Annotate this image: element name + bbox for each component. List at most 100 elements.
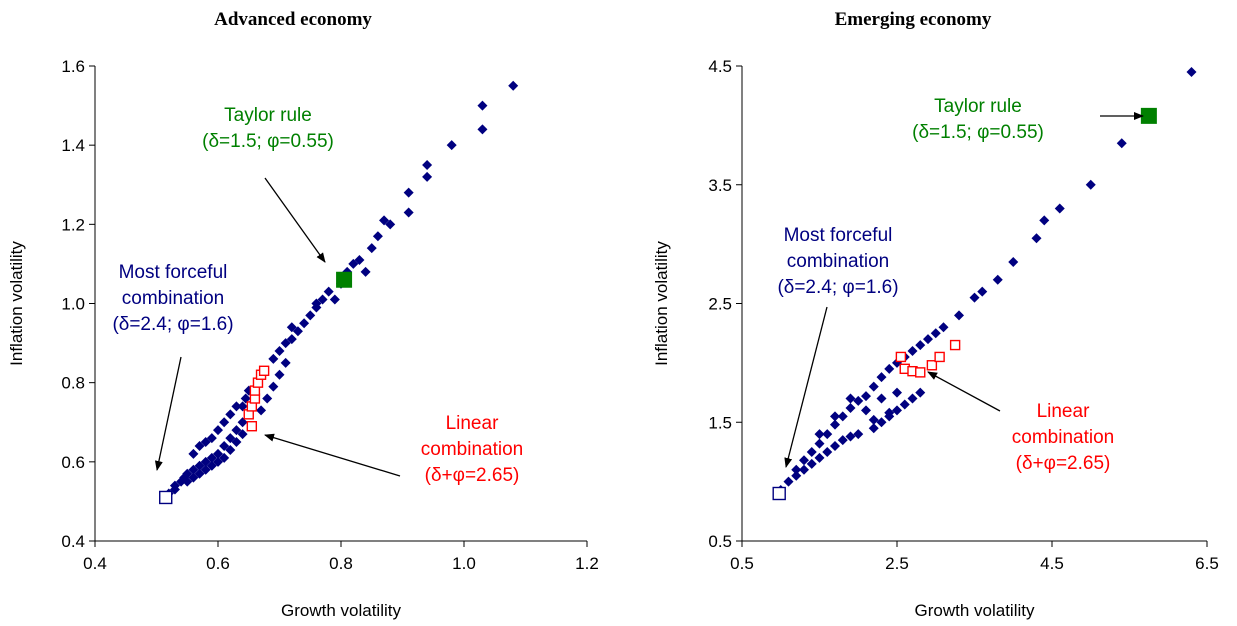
data-point xyxy=(814,429,825,440)
linear-combination-point xyxy=(915,367,926,378)
data-point xyxy=(915,387,926,398)
y-tick-label: 0.8 xyxy=(61,374,85,393)
data-point xyxy=(280,338,291,349)
data-point xyxy=(194,468,205,479)
data-point xyxy=(299,318,310,329)
data-point xyxy=(477,100,488,111)
annotation-line: (δ=1.5; φ=0.55) xyxy=(202,131,334,152)
annotation-line: (δ=2.4; φ=1.6) xyxy=(112,314,233,335)
annotation-line: Taylor rule xyxy=(934,96,1022,117)
data-point xyxy=(977,286,988,297)
annotation-label: Linear combination (δ+φ=2.65) xyxy=(421,413,523,486)
data-point xyxy=(182,468,193,479)
data-point xyxy=(188,448,199,459)
y-tick-label: 1.0 xyxy=(61,295,85,314)
data-point xyxy=(892,405,902,416)
y-tick-label: 4.5 xyxy=(708,57,732,76)
data-point xyxy=(348,258,359,269)
annotation-label: Taylor rule (δ=1.5; φ=0.55) xyxy=(202,105,334,152)
data-point xyxy=(799,455,809,466)
data-point xyxy=(1039,215,1050,226)
data-point xyxy=(200,456,211,467)
data-point xyxy=(206,433,217,444)
data-point xyxy=(892,387,902,398)
data-point xyxy=(231,401,242,412)
chart-title: Emerging economy xyxy=(835,9,992,30)
data-point xyxy=(231,425,242,436)
data-point xyxy=(915,340,926,351)
data-point xyxy=(292,326,303,337)
taylor-rule-point xyxy=(1140,107,1157,124)
data-point xyxy=(360,266,371,277)
data-point xyxy=(305,310,316,321)
x-tick-label: 1.0 xyxy=(452,554,476,573)
data-point xyxy=(1116,138,1127,149)
data-point xyxy=(323,286,334,297)
y-tick-label: 1.4 xyxy=(61,136,85,155)
data-point xyxy=(938,322,949,333)
annotation-line: (δ+φ=2.65) xyxy=(425,465,520,486)
linear-combination-point xyxy=(246,421,258,432)
data-point xyxy=(274,369,285,380)
data-point xyxy=(899,399,910,410)
data-point xyxy=(237,417,248,428)
data-point xyxy=(822,446,833,457)
x-tick-label: 6.5 xyxy=(1195,554,1219,573)
data-point xyxy=(262,393,273,404)
data-point xyxy=(194,460,205,471)
data-point xyxy=(188,472,199,483)
annotation-label: Taylor rule (δ=1.5; φ=0.55) xyxy=(912,96,1044,143)
data-point xyxy=(853,429,864,440)
data-point xyxy=(830,441,840,451)
data-point xyxy=(213,425,223,436)
data-point xyxy=(1054,203,1065,214)
data-point xyxy=(508,80,519,91)
annotation-line: Most forceful xyxy=(119,262,228,283)
data-point xyxy=(225,409,236,420)
annotation-line: Most forceful xyxy=(784,225,893,246)
annotation-line: (δ=1.5; φ=0.55) xyxy=(912,122,1044,143)
data-point xyxy=(268,381,279,392)
data-point xyxy=(219,441,230,451)
data-point xyxy=(274,346,285,356)
data-point xyxy=(868,381,879,392)
y-tick-label: 0.4 xyxy=(61,532,85,551)
data-point xyxy=(219,417,230,428)
data-point xyxy=(806,458,817,469)
data-point xyxy=(907,346,918,356)
data-point xyxy=(806,446,817,457)
annotation-arrow xyxy=(784,306,828,468)
data-point xyxy=(822,429,833,440)
data-point xyxy=(213,456,223,467)
x-tick-label: 1.2 xyxy=(575,554,599,573)
chart-title: Advanced economy xyxy=(214,9,372,30)
data-point xyxy=(329,294,340,305)
data-point xyxy=(182,476,193,487)
y-tick-label: 1.2 xyxy=(61,215,85,234)
data-point xyxy=(853,395,864,406)
annotation-line: Linear xyxy=(446,413,499,434)
data-point xyxy=(830,411,840,422)
annotation-label: Linear combination (δ+φ=2.65) xyxy=(1012,401,1114,474)
data-point xyxy=(876,393,887,404)
data-point xyxy=(311,298,322,309)
data-point xyxy=(206,452,217,463)
data-point xyxy=(814,452,825,463)
data-point xyxy=(256,405,267,416)
y-tick-label: 1.5 xyxy=(708,413,732,432)
data-point xyxy=(477,124,488,135)
y-tick-label: 2.5 xyxy=(708,295,732,314)
data-point xyxy=(240,393,251,404)
x-tick-label: 0.6 xyxy=(206,554,230,573)
y-axis-label: Inflation volatility xyxy=(652,241,671,366)
data-point xyxy=(876,372,887,383)
data-point xyxy=(225,444,236,455)
data-point xyxy=(169,480,180,491)
data-point xyxy=(830,419,840,430)
data-point xyxy=(194,441,205,451)
data-point xyxy=(354,254,365,265)
annotation-arrow xyxy=(264,177,326,263)
data-point xyxy=(286,322,297,333)
y-axis-label: Inflation volatility xyxy=(7,241,26,366)
linear-combination-point xyxy=(934,351,945,363)
